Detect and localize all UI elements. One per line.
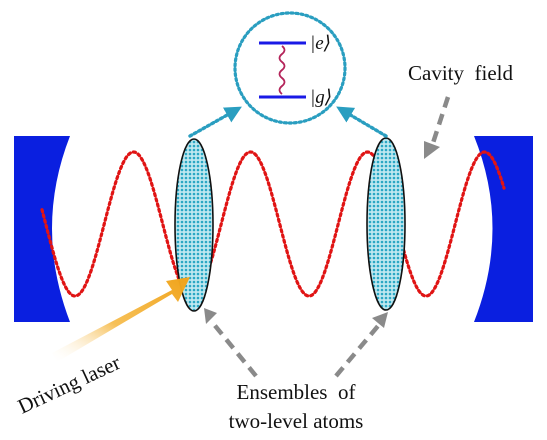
photon-squiggle xyxy=(278,45,286,95)
inset-pointer-right xyxy=(336,106,388,138)
atom-ensemble-right xyxy=(366,137,406,311)
excited-state-label: |e⟩ xyxy=(310,33,331,54)
ensemble-arrowhead-left xyxy=(204,308,217,324)
driving-laser-arrow xyxy=(52,277,190,362)
ensemble-arrow-right xyxy=(334,324,380,378)
ground-state-label: |g⟩ xyxy=(310,87,332,108)
ensemble-arrowhead-right xyxy=(372,312,388,328)
right-mirror xyxy=(474,136,533,322)
ensembles-label-line1: Ensembles of xyxy=(237,380,356,404)
cavity-field-arrow xyxy=(429,96,451,147)
cavity-field-label: Cavity field xyxy=(408,61,513,85)
ensemble-arrow-left xyxy=(210,320,258,378)
inset-pointer-left xyxy=(188,106,242,138)
atom-ensemble-left xyxy=(174,138,214,312)
ensembles-label-line2: two-level atoms xyxy=(229,409,364,433)
cavity-field-wave xyxy=(40,150,506,298)
cavity-field-arrowhead xyxy=(424,141,440,159)
driving-laser-label: Driving laser xyxy=(14,350,124,418)
left-mirror xyxy=(14,136,70,322)
two-level-atom-inset: |e⟩ |g⟩ xyxy=(233,11,347,125)
